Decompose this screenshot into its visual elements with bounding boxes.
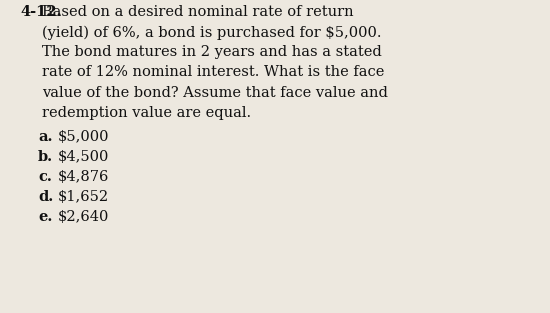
Text: a.: a.	[38, 130, 52, 144]
Text: Based on a desired nominal rate of return: Based on a desired nominal rate of retur…	[42, 5, 354, 19]
Text: (yield) of 6%, a bond is purchased for $5,000.: (yield) of 6%, a bond is purchased for $…	[42, 25, 382, 39]
Text: $4,500: $4,500	[58, 150, 109, 164]
Text: e.: e.	[38, 210, 52, 224]
Text: c.: c.	[38, 170, 52, 184]
Text: The bond matures in 2 years and has a stated: The bond matures in 2 years and has a st…	[42, 45, 382, 59]
Text: d.: d.	[38, 190, 53, 204]
Text: value of the bond? Assume that face value and: value of the bond? Assume that face valu…	[42, 85, 388, 100]
Text: 4-12.: 4-12.	[20, 5, 62, 19]
Text: $1,652: $1,652	[58, 190, 109, 204]
Text: $2,640: $2,640	[58, 210, 109, 224]
Text: $5,000: $5,000	[58, 130, 109, 144]
Text: $4,876: $4,876	[58, 170, 109, 184]
Text: rate of 12% nominal interest. What is the face: rate of 12% nominal interest. What is th…	[42, 65, 384, 80]
Text: b.: b.	[38, 150, 53, 164]
Text: redemption value are equal.: redemption value are equal.	[42, 106, 251, 120]
